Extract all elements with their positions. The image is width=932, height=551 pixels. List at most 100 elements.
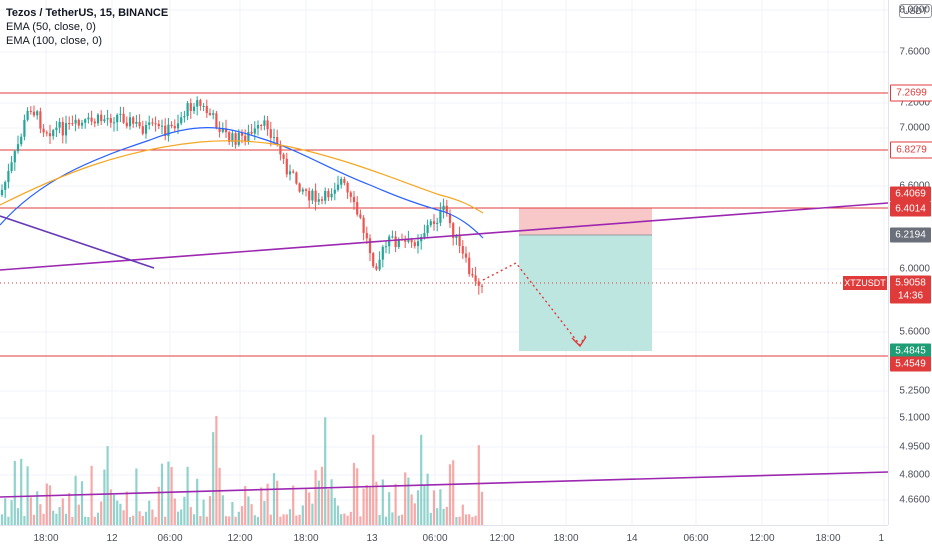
candle-body (32, 111, 36, 116)
volume-bar (183, 496, 186, 525)
candle-body (250, 131, 253, 134)
candle-body (20, 136, 23, 145)
volume-bar (240, 506, 244, 525)
price-label: 6.8279 (890, 141, 932, 159)
candle-body (237, 132, 240, 145)
candle-body (247, 131, 250, 142)
price-axis[interactable]: USDT 8.0000 7.6000 7.2000 7.0000 6.6000 6.000… (888, 0, 932, 525)
volume-bar (429, 512, 432, 525)
candle-body (221, 128, 224, 132)
candle-body (442, 205, 445, 211)
candle-body (397, 239, 400, 248)
candle-body (199, 100, 202, 106)
candle-body (77, 119, 80, 126)
candle-body (42, 128, 45, 133)
volume-bar (295, 515, 298, 525)
volume-bar (308, 492, 311, 525)
trendlines (0, 202, 888, 498)
volume-bar (176, 511, 180, 525)
volume-bar (330, 479, 333, 525)
time-tick: 06:00 (422, 533, 448, 544)
volume-bar (138, 511, 141, 525)
candle-body (205, 105, 208, 114)
candle-body (240, 132, 244, 136)
volume-bar (32, 514, 36, 525)
candle-body (308, 190, 311, 201)
candle-body (16, 144, 20, 152)
price-tick: 6.6000 (899, 181, 930, 192)
volume-bar (439, 489, 442, 525)
volume-bar (125, 491, 128, 525)
candle-body (157, 123, 160, 127)
candle-body (106, 118, 109, 120)
candle-body (29, 110, 32, 112)
chart-legend: Tezos / TetherUS, 15, BINANCE EMA (50, c… (6, 6, 168, 48)
price-tick: 5.2500 (899, 385, 930, 397)
volume-bar (36, 491, 39, 525)
volume-bar (100, 501, 103, 525)
candle-body (365, 232, 368, 239)
candle-body (266, 120, 269, 130)
volume-bar (77, 504, 80, 525)
candle-body (404, 239, 407, 242)
volume-bar (324, 417, 327, 525)
ema-lines (0, 127, 484, 239)
volume-bar (340, 514, 343, 525)
candle-body (458, 235, 461, 247)
volume-bar (333, 497, 336, 525)
volume-bar (224, 516, 228, 525)
volume-bar (135, 468, 138, 525)
candle-body (48, 133, 52, 137)
volume-bar (285, 514, 288, 525)
candle-body (170, 124, 173, 127)
volume-bar (10, 500, 13, 525)
volume-bar (359, 516, 362, 525)
candle-body (279, 144, 282, 155)
volume-bar (442, 508, 445, 525)
ema100-legend[interactable]: EMA (100, close, 0) (6, 35, 102, 47)
volume-bar (260, 487, 263, 525)
candle-body (372, 253, 375, 267)
ema50-line (0, 127, 484, 239)
horizontal-levels (0, 92, 888, 357)
candlesticks (0, 96, 484, 295)
volume-bar (272, 473, 276, 525)
ema50-legend[interactable]: EMA (50, close, 0) (6, 21, 96, 33)
volume-bar (103, 469, 106, 525)
candle-body (64, 123, 68, 136)
price-tick: 7.0000 (899, 122, 930, 134)
volume-bar (368, 487, 372, 525)
candle-body (327, 191, 330, 198)
candle-body (100, 114, 103, 122)
projection-arrowhead (571, 336, 587, 348)
volume-bar (458, 516, 461, 525)
projection-arrow (482, 262, 588, 348)
candle-body (317, 199, 320, 202)
price-chart[interactable] (0, 0, 888, 525)
candle-body (413, 242, 416, 247)
volume-bar (196, 478, 199, 525)
currency-button[interactable]: USDT (899, 4, 932, 18)
volume-bar (87, 516, 90, 525)
volume-bar (109, 489, 112, 525)
candle-body (151, 122, 154, 124)
candle-body (7, 170, 10, 183)
candle-body (349, 192, 352, 197)
volume-bar (464, 514, 468, 525)
candle-body (36, 111, 39, 116)
candle-body (439, 210, 442, 223)
candle-body (164, 125, 167, 136)
candle-body (314, 190, 317, 202)
time-axis[interactable]: 18:00 12 06:00 12:00 18:00 13 06:00 12:00 18:00 1… (0, 525, 888, 551)
bar-countdown: 14:36 (890, 288, 931, 304)
volume-bar (90, 465, 93, 525)
candle-body (74, 119, 77, 124)
volume-bar (304, 489, 308, 525)
volume-bar (269, 514, 272, 525)
volume-bar (282, 514, 285, 525)
volume-bar (372, 434, 375, 525)
volume-bar (292, 485, 295, 525)
volume-bar (23, 516, 26, 525)
candle-body (224, 128, 228, 133)
candle-body (343, 178, 346, 184)
